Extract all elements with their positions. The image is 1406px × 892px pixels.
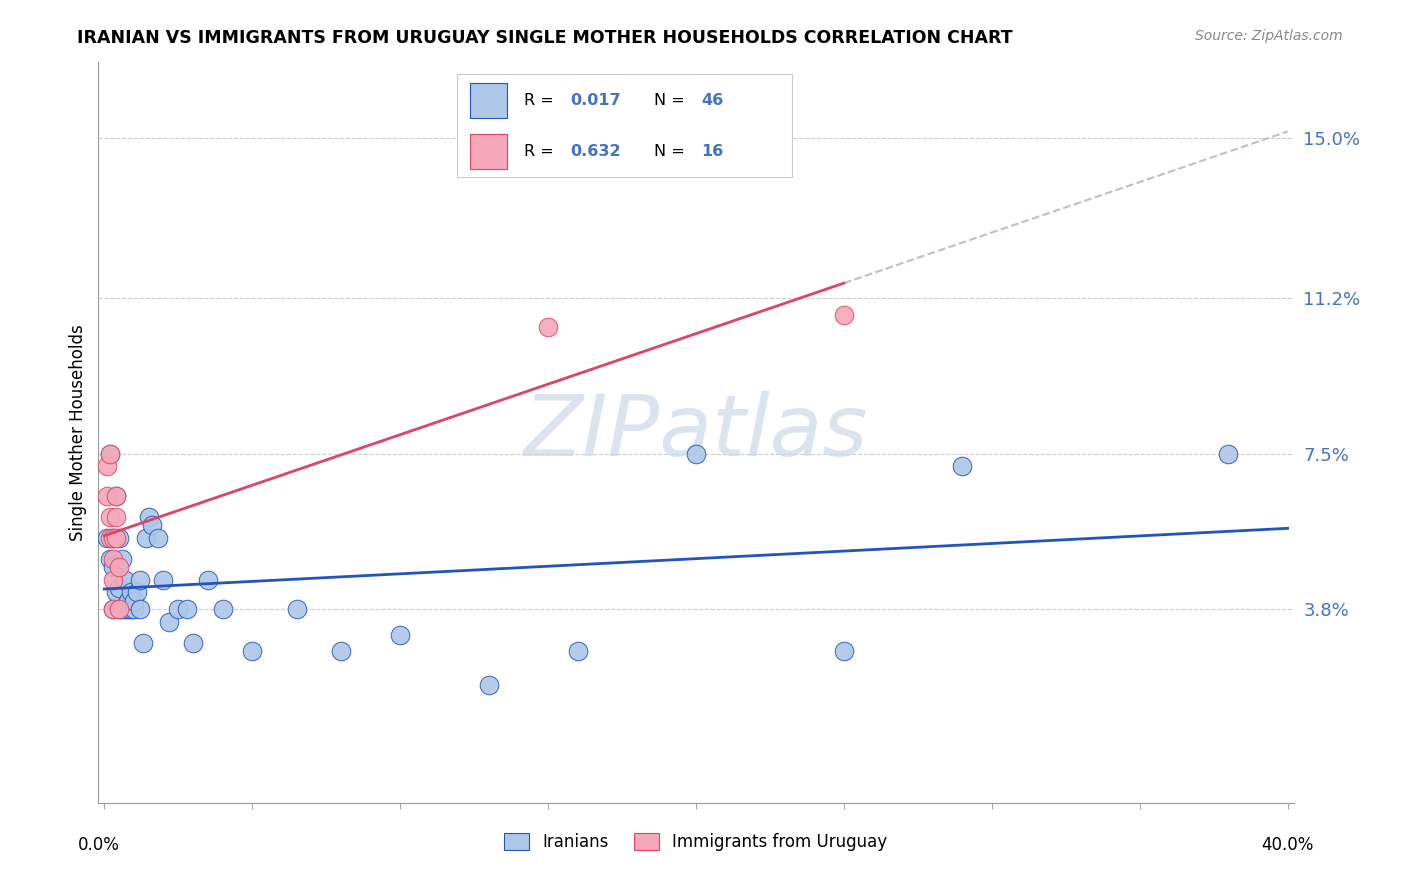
Point: [96, 531, 118, 545]
Point: [211, 602, 233, 616]
Point: [108, 602, 131, 616]
Point: [135, 531, 157, 545]
Point: [478, 678, 501, 692]
Point: [122, 594, 145, 608]
Point: [108, 602, 131, 616]
Point: [105, 489, 128, 503]
Point: [240, 644, 263, 658]
Point: [285, 602, 308, 616]
Point: [120, 585, 142, 599]
Point: [96, 489, 118, 503]
Point: [832, 644, 855, 658]
Point: [98, 447, 121, 461]
Point: [141, 518, 163, 533]
Point: [98, 509, 121, 524]
Point: [108, 531, 131, 545]
Point: [181, 636, 204, 650]
Point: [138, 509, 160, 524]
Point: [105, 531, 128, 545]
Point: [114, 602, 136, 616]
Point: [567, 644, 589, 658]
Y-axis label: Single Mother Households: Single Mother Households: [69, 325, 87, 541]
Point: [105, 585, 128, 599]
Point: [96, 459, 118, 474]
Text: IRANIAN VS IMMIGRANTS FROM URUGUAY SINGLE MOTHER HOUSEHOLDS CORRELATION CHART: IRANIAN VS IMMIGRANTS FROM URUGUAY SINGL…: [77, 29, 1012, 46]
Point: [103, 531, 125, 545]
Point: [1218, 447, 1240, 461]
Legend: Iranians, Immigrants from Uruguay: Iranians, Immigrants from Uruguay: [498, 826, 894, 857]
Point: [98, 531, 121, 545]
Point: [146, 531, 169, 545]
Point: [176, 602, 198, 616]
Point: [105, 509, 128, 524]
Point: [117, 594, 139, 608]
Point: [157, 615, 180, 629]
Point: [128, 573, 150, 587]
Point: [125, 585, 148, 599]
Point: [98, 447, 121, 461]
Point: [103, 551, 125, 566]
Point: [103, 531, 125, 545]
Point: [111, 602, 134, 616]
Point: [103, 602, 125, 616]
Point: [103, 560, 125, 574]
Point: [537, 320, 560, 334]
Point: [108, 560, 131, 574]
Point: [132, 636, 155, 650]
Point: [103, 602, 125, 616]
Point: [389, 627, 412, 641]
Point: [197, 573, 219, 587]
Point: [122, 602, 145, 616]
Point: [103, 573, 125, 587]
Text: 40.0%: 40.0%: [1261, 837, 1313, 855]
Point: [152, 573, 174, 587]
Point: [330, 644, 353, 658]
Point: [98, 551, 121, 566]
Point: [832, 308, 855, 322]
Point: [120, 602, 142, 616]
Text: 0.0%: 0.0%: [77, 837, 120, 855]
Point: [128, 602, 150, 616]
Text: ZIPatlas: ZIPatlas: [524, 391, 868, 475]
Point: [108, 581, 131, 595]
Text: Source: ZipAtlas.com: Source: ZipAtlas.com: [1195, 29, 1343, 43]
Point: [950, 459, 973, 474]
Point: [167, 602, 190, 616]
Point: [117, 602, 139, 616]
Point: [105, 489, 128, 503]
Point: [111, 551, 134, 566]
Point: [114, 573, 136, 587]
Point: [685, 447, 707, 461]
